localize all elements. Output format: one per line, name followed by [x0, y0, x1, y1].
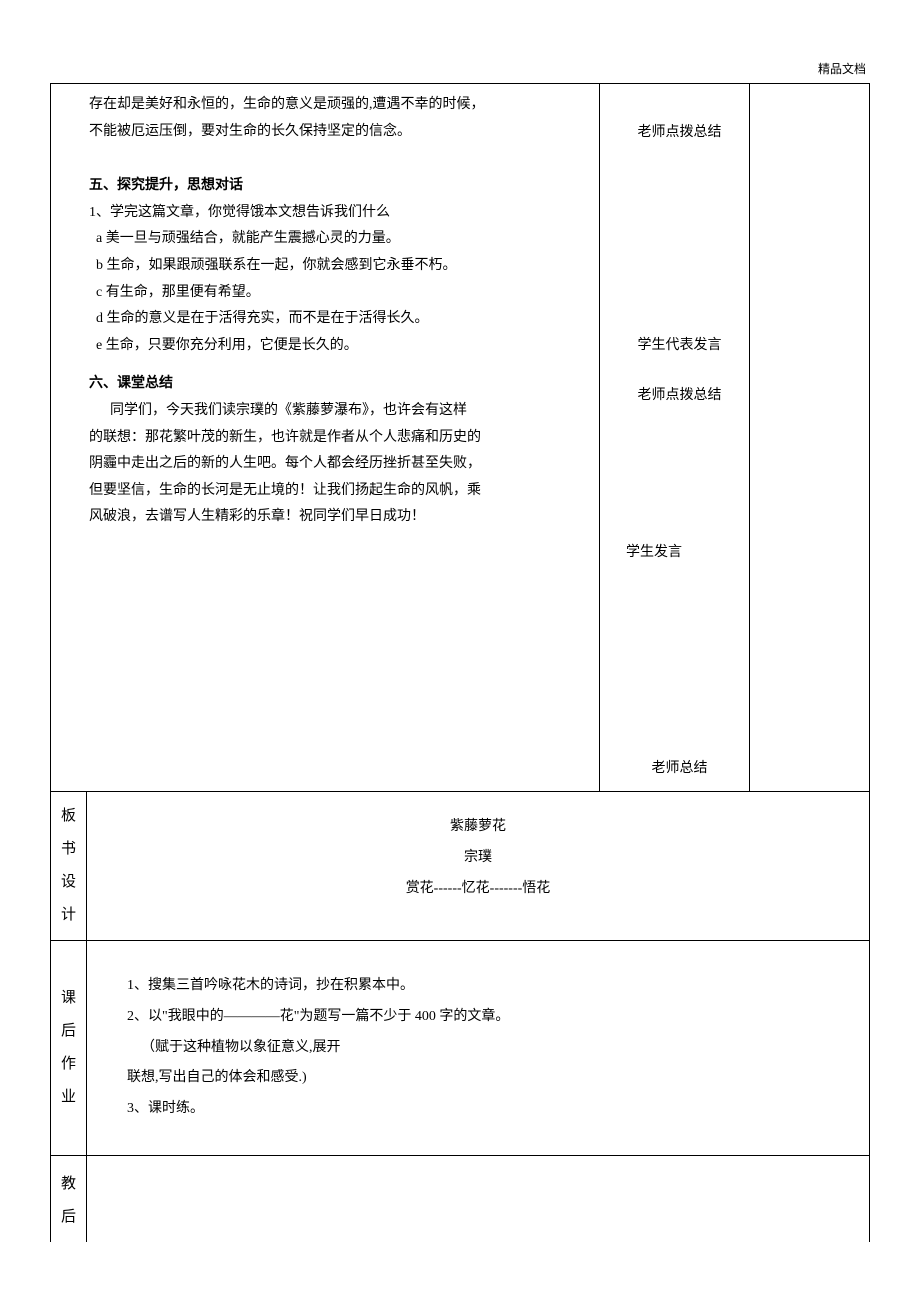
intro-line-2: 不能被厄运压倒，要对生命的长久保持坚定的信念。 — [61, 119, 589, 146]
annotation-1: 老师点拨总结 — [620, 120, 739, 147]
annotation-4: 学生发言 — [620, 540, 739, 567]
homework-item-1: 1、搜集三首吟咏花木的诗词，抄在积累本中。 — [127, 971, 859, 1002]
intro-line-1: 存在却是美好和永恒的，生命的意义是顽强的,遭遇不幸的时候， — [61, 92, 589, 119]
homework-label-char-2: 后 — [61, 1023, 76, 1039]
board-design-row: 板 书 设 计 紫藤萝花 宗璞 赏花------忆花-------悟花 — [51, 791, 870, 940]
lesson-plan-table: 存在却是美好和永恒的，生命的意义是顽强的,遭遇不幸的时候， 不能被厄运压倒，要对… — [50, 83, 870, 1242]
section-6-para-2: 的联想：那花繁叶茂的新生，也许就是作者从个人悲痛和历史的 — [61, 425, 589, 452]
homework-label-char-4: 业 — [61, 1089, 76, 1105]
board-line-3: 赏花------忆花-------悟花 — [97, 874, 859, 905]
main-content-row: 存在却是美好和永恒的，生命的意义是顽强的,遭遇不幸的时候， 不能被厄运压倒，要对… — [51, 84, 870, 792]
homework-item-3: 3、课时练。 — [127, 1094, 859, 1125]
homework-row: 课 后 作 业 1、搜集三首吟咏花木的诗词，抄在积累本中。 2、以"我眼中的——… — [51, 940, 870, 1155]
homework-label-char-3: 作 — [61, 1056, 76, 1072]
homework-label-char-1: 课 — [61, 990, 76, 1006]
board-label-char-4: 计 — [61, 907, 76, 923]
homework-content: 1、搜集三首吟咏花木的诗词，抄在积累本中。 2、以"我眼中的————花"为题写一… — [87, 940, 870, 1155]
reflection-label: 教 后 — [51, 1155, 87, 1242]
section-5-option-d: d 生命的意义是在于活得充实，而不是在于活得长久。 — [61, 306, 589, 333]
homework-label: 课 后 作 业 — [51, 940, 87, 1155]
board-design-label: 板 书 设 计 — [51, 791, 87, 940]
main-content-cell: 存在却是美好和永恒的，生命的意义是顽强的,遭遇不幸的时候， 不能被厄运压倒，要对… — [51, 84, 600, 792]
section-5-title: 五、探究提升，思想对话 — [61, 173, 589, 200]
board-line-1: 紫藤萝花 — [97, 812, 859, 843]
section-6-para-4: 但要坚信，生命的长河是无止境的！让我们扬起生命的风帆，乘 — [61, 478, 589, 505]
board-design-content: 紫藤萝花 宗璞 赏花------忆花-------悟花 — [87, 791, 870, 940]
reflection-label-char-1: 教 — [61, 1176, 76, 1192]
section-5-option-b: b 生命，如果跟顽强联系在一起，你就会感到它永垂不朽。 — [61, 253, 589, 280]
board-label-char-2: 书 — [61, 841, 76, 857]
board-label-char-1: 板 — [61, 808, 76, 824]
board-label-char-3: 设 — [61, 874, 76, 890]
homework-item-2: 2、以"我眼中的————花"为题写一篇不少于 400 字的文章。 — [127, 1002, 859, 1033]
section-6-para-3: 阴霾中走出之后的新的人生吧。每个人都会经历挫折甚至失败， — [61, 451, 589, 478]
annotation-cell: 老师点拨总结 学生代表发言 老师点拨总结 学生发言 老师总结 — [600, 84, 750, 792]
reflection-row: 教 后 — [51, 1155, 870, 1242]
section-6-para-5: 风破浪，去谱写人生精彩的乐章！祝同学们早日成功！ — [61, 504, 589, 531]
section-6-para-1: 同学们，今天我们读宗璞的《紫藤萝瀑布》，也许会有这样 — [61, 398, 589, 425]
annotation-3: 老师点拨总结 — [620, 383, 739, 410]
empty-notes-cell — [750, 84, 870, 792]
board-line-2: 宗璞 — [97, 843, 859, 874]
page-header-label: 精品文档 — [50, 60, 870, 77]
annotation-2: 学生代表发言 — [620, 333, 739, 360]
reflection-content — [87, 1155, 870, 1242]
section-6-title: 六、课堂总结 — [61, 371, 589, 398]
section-5-question: 1、学完这篇文章，你觉得饿本文想告诉我们什么 — [61, 200, 589, 227]
homework-item-2-sub2: 联想,写出自己的体会和感受.) — [127, 1063, 859, 1094]
reflection-label-char-2: 后 — [61, 1209, 76, 1225]
section-5-option-a: a 美一旦与顽强结合，就能产生震撼心灵的力量。 — [61, 226, 589, 253]
annotation-5: 老师总结 — [620, 756, 739, 783]
section-5-option-e: e 生命，只要你充分利用，它便是长久的。 — [61, 333, 589, 360]
homework-item-2-sub1: （赋于这种植物以象征意义,展开 — [127, 1033, 859, 1064]
section-5-option-c: c 有生命，那里便有希望。 — [61, 280, 589, 307]
